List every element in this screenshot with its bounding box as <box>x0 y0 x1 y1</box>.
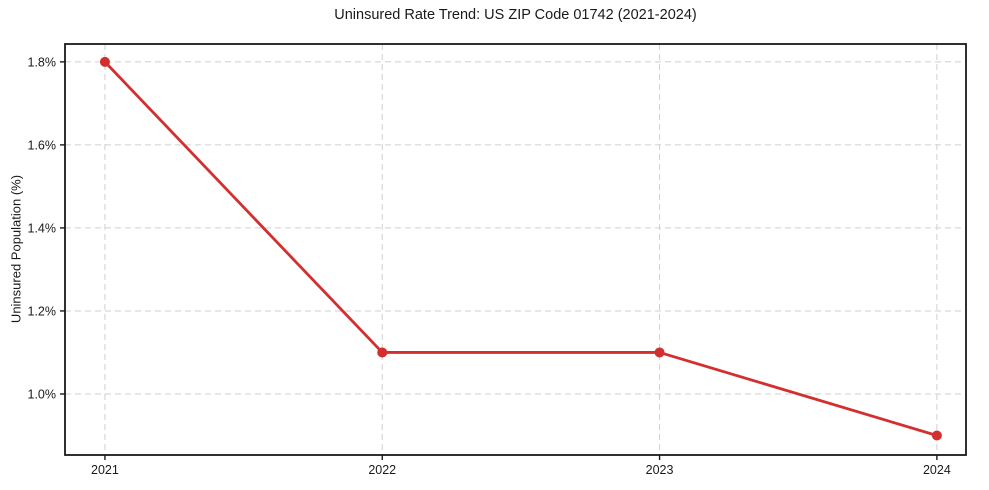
data-point <box>654 347 665 358</box>
x-tick-label: 2023 <box>646 463 674 477</box>
y-tick-label: 1.0% <box>28 387 57 401</box>
plot-border <box>64 43 967 456</box>
x-tick-label: 2024 <box>923 463 951 477</box>
data-point <box>931 430 942 441</box>
y-tick-label: 1.6% <box>28 138 57 152</box>
chart-title: Uninsured Rate Trend: US ZIP Code 01742 … <box>334 7 697 23</box>
data-point <box>377 347 388 358</box>
x-tick-label: 2022 <box>368 463 396 477</box>
y-tick-label: 1.2% <box>28 304 57 318</box>
trend-line <box>103 60 939 437</box>
y-tick-label: 1.8% <box>28 55 57 69</box>
x-tick-label: 2021 <box>91 463 119 477</box>
y-tick-label: 1.4% <box>28 221 57 235</box>
data-point <box>99 56 110 67</box>
